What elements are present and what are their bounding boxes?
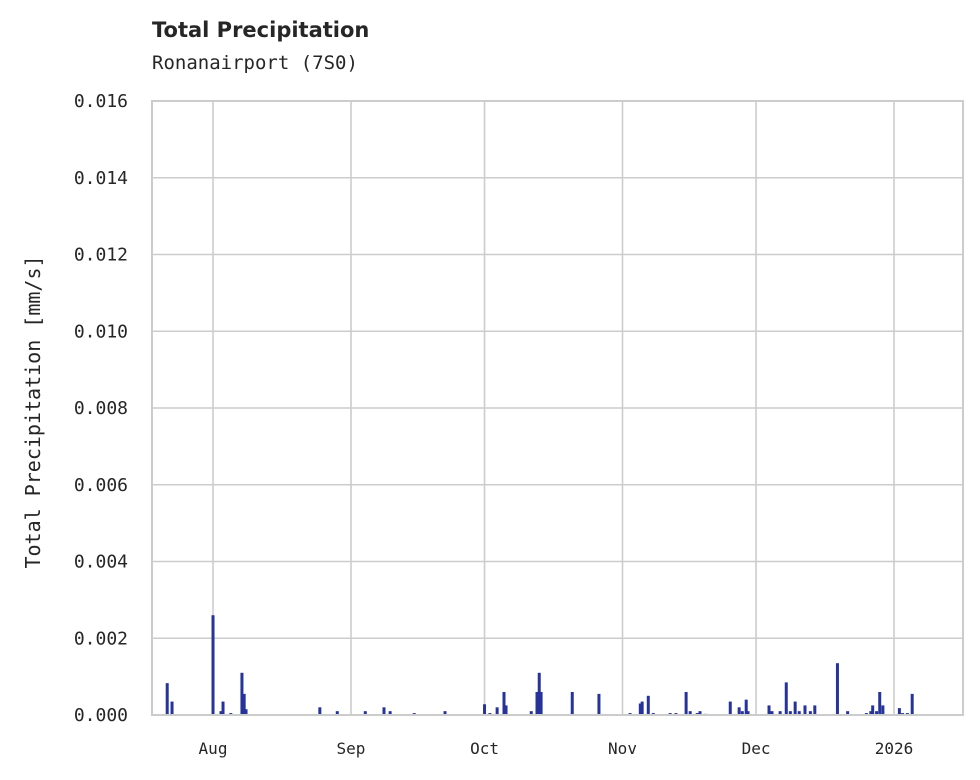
y-tick-label: 0.000 [74, 705, 128, 726]
precip-bar [363, 711, 367, 715]
precip-bar [737, 707, 741, 715]
y-axis-label: Total Precipitation [mm/s] [21, 255, 45, 568]
precip-bar [813, 705, 817, 715]
precip-bar [878, 691, 882, 715]
precip-bar [767, 705, 771, 715]
precip-bar [539, 691, 543, 715]
y-axis: 0.000 0.002 0.004 0.006 0.008 0.010 0.012 0.014… [74, 91, 128, 726]
y-tick-label: 0.004 [74, 552, 128, 573]
precip-bar [240, 672, 244, 715]
precip-bar [570, 691, 574, 715]
y-tick-label: 0.012 [74, 245, 128, 266]
x-tick-label: Aug [199, 739, 228, 758]
precip-bar [797, 711, 801, 715]
precip-bar [881, 705, 885, 715]
precip-bar [529, 711, 533, 715]
precip-bar [746, 711, 750, 715]
y-tick-label: 0.002 [74, 628, 128, 649]
grid [152, 100, 963, 716]
precip-bar [535, 691, 539, 715]
precip-bar [698, 711, 702, 715]
precip-bar [793, 701, 797, 715]
precip-bar [219, 711, 223, 715]
precip-bar [835, 663, 839, 715]
precip-bar [388, 711, 392, 715]
precip-bar [318, 707, 322, 715]
precip-bar [778, 711, 782, 715]
precip-bar [770, 711, 774, 715]
chart-title: Total Precipitation [152, 18, 370, 42]
precip-bar [688, 711, 692, 715]
precip-bar [897, 708, 901, 715]
precip-bar [869, 711, 873, 715]
precip-bar [728, 701, 732, 715]
x-tick-label: Oct [470, 739, 499, 758]
precip-bar [537, 672, 541, 715]
precip-bar [684, 691, 688, 715]
chart-subtitle: Ronanairport (7S0) [152, 52, 358, 74]
bars [165, 615, 914, 715]
x-tick-label: 2026 [875, 739, 914, 758]
y-tick-label: 0.016 [74, 91, 128, 112]
y-tick-label: 0.008 [74, 398, 128, 419]
precip-bar [740, 711, 744, 715]
precip-bar [504, 705, 508, 715]
precip-bar [244, 709, 248, 715]
y-tick-label: 0.010 [74, 321, 128, 342]
precip-bar [803, 705, 807, 715]
plot-frame [151, 100, 964, 716]
x-tick-label: Nov [608, 739, 637, 758]
precip-bar [382, 707, 386, 715]
precip-bar [808, 711, 812, 715]
precip-bar [744, 699, 748, 715]
precip-bar [640, 701, 644, 715]
x-tick-label: Dec [742, 739, 771, 758]
precip-bar [242, 693, 246, 715]
precip-bar [495, 707, 499, 715]
precip-bar [871, 705, 875, 715]
precip-bar [646, 695, 650, 715]
precip-bar [910, 693, 914, 715]
precip-bar [221, 701, 225, 715]
precip-bar [211, 615, 215, 715]
y-tick-label: 0.006 [74, 475, 128, 496]
precip-bar [335, 711, 339, 715]
precip-bar [875, 711, 879, 715]
precip-bar [165, 683, 169, 715]
y-tick-label: 0.014 [74, 168, 128, 189]
x-tick-label: Sep [337, 739, 366, 758]
precip-bar [784, 682, 788, 715]
precip-bar [638, 703, 642, 715]
precip-bar [170, 701, 174, 715]
precip-bar [483, 704, 487, 715]
precip-bar [443, 711, 447, 715]
precip-bar [846, 711, 850, 715]
precip-bar [597, 693, 601, 715]
precip-bar [788, 711, 792, 715]
x-axis: Aug Sep Oct Nov Dec 2026 [199, 739, 914, 758]
precip-bar [502, 691, 506, 715]
